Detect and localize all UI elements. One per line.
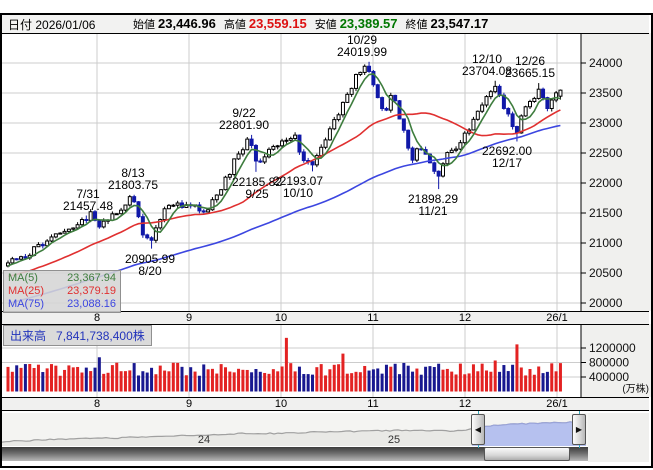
open-label: 始値: [133, 19, 155, 31]
volume-axis-tick-label: 800000: [589, 356, 629, 370]
month-label-8: 8: [93, 312, 101, 324]
low-value: 23,389.57: [339, 16, 398, 31]
nav-year-label-25: 25: [388, 434, 400, 446]
month-label-12: 12: [458, 312, 472, 324]
high-field: 高値 23,559.15: [224, 16, 307, 32]
volume-value: 7,841,738,400株: [56, 329, 145, 343]
volume-x-axis: 8 9 10 11 12 26/1: [2, 397, 649, 411]
navigator-right-gutter: [588, 413, 649, 462]
ma-line-5: [7, 73, 561, 267]
month-label-9: 9: [185, 312, 193, 324]
close-label: 終値: [405, 19, 428, 31]
range-navigator[interactable]: 24 25: [2, 413, 588, 446]
ma25-value: 23,379.19: [67, 285, 116, 297]
ma5-row: MA(5) 23,367.94: [8, 272, 116, 285]
open-value: 23,446.96: [158, 16, 216, 31]
y-axis-tick-label: 23500: [589, 86, 623, 100]
close-field: 終値 23,547.17: [406, 16, 489, 32]
low-label: 安値: [314, 19, 337, 31]
y-axis-tick-label: 23000: [589, 116, 623, 130]
volume-axis-tick-label: 1200000: [589, 341, 636, 355]
ohlc-header: 日付 2026/01/06 始値 23,446.96 高値 23,559.15 …: [2, 15, 649, 34]
range-handle-right[interactable]: ▶: [572, 414, 586, 445]
month-label-10: 10: [274, 312, 288, 324]
date-label: 日付: [8, 17, 33, 32]
high-value: 23,559.15: [248, 16, 307, 31]
ma-legend: MA(5) 23,367.94 MA(25) 23,379.19 MA(75) …: [3, 270, 121, 313]
right-arrow-icon: ▶: [575, 425, 583, 434]
close-value: 23,547.17: [430, 16, 489, 31]
ma5-value: 23,367.94: [67, 272, 116, 284]
volume-unit-label: (万株): [622, 382, 649, 395]
ma75-row: MA(75) 23,088.16: [8, 298, 116, 311]
month-label-26-1: 26/1: [546, 398, 568, 410]
volume-label-box: 出来高 7,841,738,400株: [3, 325, 152, 346]
y-axis-tick-label: 22000: [589, 176, 623, 190]
month-label-26-1: 26/1: [546, 312, 568, 324]
month-label-10: 10: [274, 398, 288, 410]
left-arrow-icon: ◀: [474, 425, 482, 434]
date-group: 日付 2026/01/06: [8, 16, 133, 33]
month-label-9: 9: [185, 398, 193, 410]
nav-year-label-24: 24: [198, 434, 210, 446]
ma-line-25: [7, 109, 561, 278]
price-x-axis: 8 9 10 11 12 26/1: [2, 311, 649, 325]
y-axis-tick-label: 22500: [589, 146, 623, 160]
volume-axis-tick-label: 400000: [589, 370, 629, 384]
range-handle-left[interactable]: ◀: [471, 414, 485, 445]
y-axis-tick-label: 21000: [589, 236, 623, 250]
scrollbar-track[interactable]: [2, 447, 588, 461]
y-axis-tick-label: 20500: [589, 266, 623, 280]
month-label-11: 11: [367, 312, 379, 324]
low-field: 安値 23,389.57: [315, 16, 398, 32]
y-axis-tick-label: 20000: [589, 296, 623, 310]
scrollbar-thumb[interactable]: [484, 447, 570, 461]
month-label-12: 12: [458, 398, 472, 410]
date-value: 2026/01/06: [35, 17, 96, 32]
y-axis-tick-label: 21500: [589, 206, 623, 220]
ma75-value: 23,088.16: [67, 298, 116, 310]
month-label-11: 11: [367, 398, 379, 410]
ma5-label: MA(5): [8, 272, 38, 284]
high-label: 高値: [223, 19, 246, 31]
ma25-row: MA(25) 23,379.19: [8, 285, 116, 298]
price-chart[interactable]: 24000 23500 23000 22500 22000 21500 21000 20500…: [0, 33, 653, 311]
y-axis-tick-label: 24000: [589, 56, 623, 70]
ma75-label: MA(75): [8, 298, 45, 310]
volume-label: 出来高: [10, 329, 47, 343]
month-label-8: 8: [93, 398, 101, 410]
ma25-label: MA(25): [8, 285, 45, 297]
open-field: 始値 23,446.96: [133, 16, 216, 32]
